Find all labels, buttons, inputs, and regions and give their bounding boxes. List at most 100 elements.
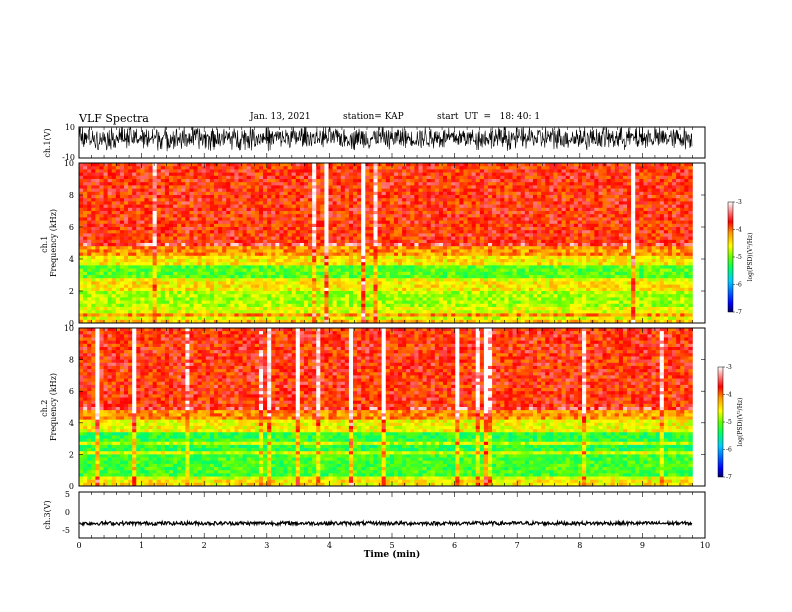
spectrogram-cell [185,227,190,231]
spectrogram-cell [582,223,587,228]
spectrogram-cell [537,262,542,266]
spectrogram-cell [205,265,211,269]
spectrogram-cell [426,220,432,225]
spectrogram-cell [610,207,616,212]
spectrogram-cell [582,246,587,250]
spectrogram-cell [606,182,611,186]
spectrogram-cell [496,201,501,205]
spectrogram-cell [369,249,374,253]
spectrogram-cell [561,188,566,193]
spectrogram-cell [201,185,207,189]
spectrogram-cell [177,207,182,212]
spectrogram-cell [561,207,566,212]
spectrogram-cell [91,227,96,231]
spectrogram-cell [254,227,260,231]
spectrogram-cell [573,185,579,189]
spectrogram-cell [418,182,423,186]
spectrogram-cell [684,246,689,250]
spectrogram-cell [128,239,133,244]
spectrogram-cell [496,220,501,225]
spectrogram-cell [381,188,387,193]
spectrogram-cell [414,191,419,196]
spectrogram-cell [463,204,468,209]
spectrogram-cell [369,223,374,228]
spectrogram-cell [500,252,505,257]
spectrogram-cell [361,211,366,215]
spectrogram-cell [222,214,227,218]
spectrogram-cell [348,169,354,173]
spectrogram-cell [410,233,415,237]
spectrogram-cell [610,214,616,218]
spectrogram-cell [520,255,526,260]
spectrogram-cell [348,233,354,237]
spectrogram-cell [651,191,656,196]
spectrogram-cell [496,191,501,196]
spectrogram-cell [213,188,219,193]
spectrogram-cell [410,217,415,221]
spectrogram-cell [348,201,354,205]
spectrogram-cell [565,220,571,225]
spectrogram-cell [332,243,337,247]
spectrogram-cell [160,163,166,167]
spectrogram-cell [95,217,100,221]
spectrogram-cell [663,220,669,225]
spectrogram-cell [295,195,301,199]
spectrogram-cell [385,262,391,266]
spectrogram-cell [618,255,624,260]
spectrogram-cell [627,182,632,186]
spectrogram-cell [275,220,280,225]
spectrogram-cell [128,233,133,237]
spectrogram-cell [606,259,611,263]
spectrogram-cell [340,163,346,167]
spectrogram-cell [569,166,575,170]
spectrogram-cell [614,236,620,241]
spectrogram-cell [410,246,415,250]
spectrogram-cell [193,233,198,237]
spectrogram-cell [308,179,313,183]
spectrogram-cell [561,255,566,260]
spectrogram-cell [377,166,382,170]
spectrogram-cell [365,217,370,221]
spectrogram-cell [508,201,513,205]
spectrogram-cell [226,220,231,225]
spectrogram-cell [156,188,162,193]
spectrogram-cell [164,230,170,234]
spectrogram-cell [602,243,607,247]
spectrogram-cell [672,188,677,193]
spectrogram-cell [410,223,415,228]
spectrogram-cell [99,207,104,212]
spectrogram-cell [152,172,158,177]
spectrogram-cell [438,259,444,263]
spectrogram-cell [545,249,550,253]
spectrogram-cell [258,227,264,231]
spectrogram-cell [336,175,342,180]
spectrogram-cell [447,198,452,202]
spectrogram-cell [483,227,489,231]
spectrogram-cell [389,195,395,199]
spectrogram-cell [606,243,611,247]
spectrogram-cell [606,239,611,244]
spectrogram-cell [385,195,391,199]
spectrogram-cell [332,163,337,167]
spectrogram-cell [541,166,546,170]
spectrogram-cell [672,230,677,234]
spectrogram-cell [189,246,194,250]
spectrogram-cell [614,198,620,202]
spectrogram-cell [283,207,288,212]
spectrogram-cell [144,214,149,218]
spectrogram-cell [684,172,689,177]
spectrogram-cell [168,172,174,177]
spectrogram-cell [569,195,575,199]
spectrogram-cell [79,211,84,215]
spectrogram-cell [643,239,648,244]
spectrogram-cell [107,249,113,253]
spectrogram-cell [119,249,125,253]
spectrogram-cell [684,182,689,186]
spectrogram-cell [573,163,579,167]
spectrogram-cell [614,201,620,205]
spectrogram-cell [299,185,305,189]
spectrogram-cell [111,227,117,231]
spectrogram-cell [83,169,88,173]
spectrogram-cell [414,169,419,173]
spectrogram-cell [602,223,607,228]
